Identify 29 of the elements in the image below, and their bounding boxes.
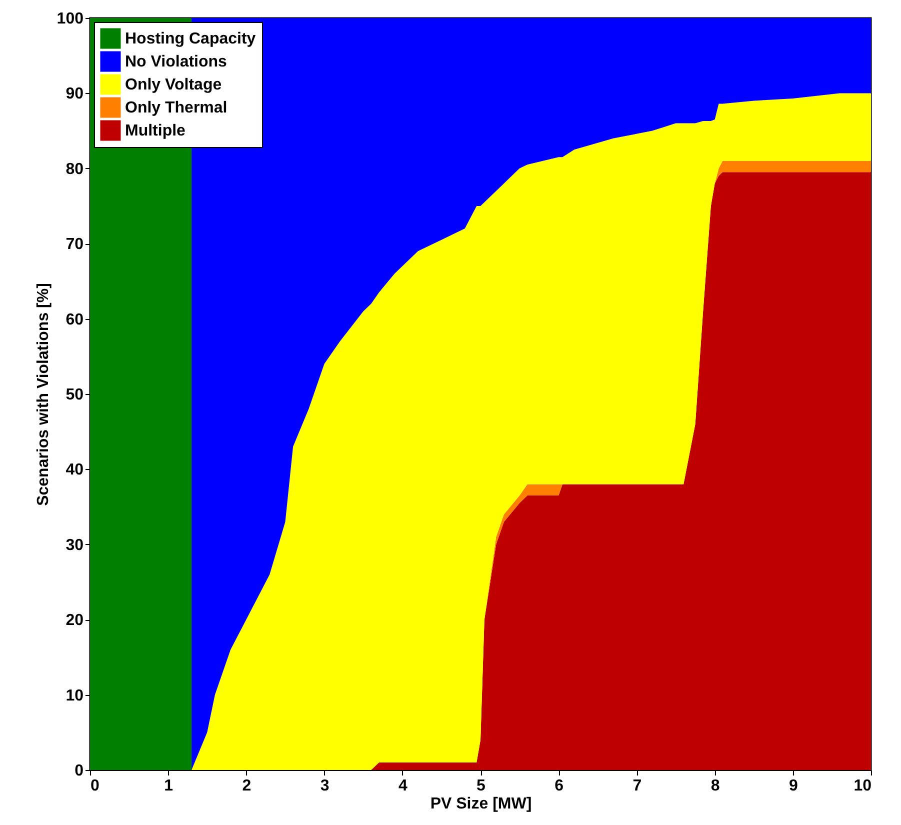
legend-label: Only Voltage [125,76,222,94]
y-tick-label: 10 [66,687,84,704]
x-tick-label: 6 [554,778,564,794]
x-tick-label: 0 [90,778,100,794]
x-tick-label: 4 [398,778,408,794]
legend-label: Hosting Capacity [125,30,256,48]
x-tick-label: 10 [854,778,872,794]
y-tick-label: 90 [66,86,84,103]
y-tick-label: 50 [66,386,84,404]
legend-label: Only Thermal [125,100,228,116]
y-tick-label: 70 [66,236,84,254]
y-axis-title: Scenarios with Violations [%] [34,283,52,506]
y-tick-label: 100 [56,10,84,28]
x-tick-label: 7 [632,778,642,794]
legend-label: No Violations [125,54,228,70]
y-tick-label: 80 [66,160,84,178]
x-tick-label: 8 [710,778,720,794]
y-tick-label: 20 [66,612,84,630]
x-tick-label: 5 [476,778,486,794]
y-tick-label: 40 [66,462,84,479]
x-axis-title: PV Size [MW] [430,796,532,812]
y-tick-label: 60 [66,311,84,328]
y-tick-label: 0 [74,762,84,780]
legend-label: Multiple [125,122,186,140]
x-tick-label: 1 [164,778,174,794]
y-tick-label: 30 [66,536,84,554]
x-tick-label: 9 [788,778,798,794]
x-tick-label: 2 [242,778,252,794]
x-tick-label: 3 [320,778,330,794]
